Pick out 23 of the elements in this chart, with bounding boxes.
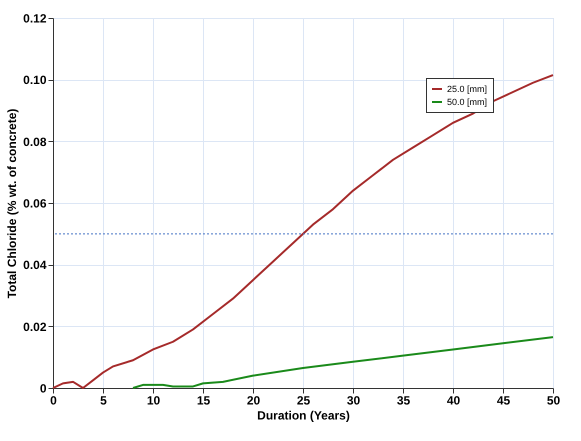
line-series bbox=[132, 336, 554, 389]
x-tick-label: 25 bbox=[296, 394, 310, 408]
y-tick-label: 0.08 bbox=[23, 134, 47, 149]
x-tick-label: 15 bbox=[196, 394, 210, 408]
y-tick-label: 0.06 bbox=[23, 196, 47, 210]
x-tick-label: 0 bbox=[50, 394, 58, 408]
x-tick-label: 5 bbox=[100, 394, 108, 408]
legend-label: 50.0 [mm] bbox=[447, 97, 488, 107]
x-axis-title: Duration (Years) bbox=[257, 408, 350, 422]
legend-label: 25.0 [mm] bbox=[447, 84, 488, 94]
x-tick-label: 35 bbox=[396, 394, 410, 408]
x-tick-label: 10 bbox=[146, 394, 160, 408]
x-tick-label: 40 bbox=[446, 394, 460, 408]
y-axis-title: Total Chloride (% wt. of concrete) bbox=[5, 108, 20, 298]
x-tick-label: 50 bbox=[546, 394, 560, 408]
y-tick-label: 0 bbox=[40, 382, 47, 396]
x-tick-label: 30 bbox=[346, 394, 360, 408]
x-tick-label: 20 bbox=[246, 394, 260, 408]
y-tick-label: 0.12 bbox=[23, 12, 47, 26]
x-tick-label: 45 bbox=[496, 394, 510, 408]
y-tick-label: 0.02 bbox=[23, 320, 47, 334]
y-tick-label: 0.10 bbox=[23, 73, 47, 88]
y-tick-label: 0.04 bbox=[23, 258, 47, 272]
